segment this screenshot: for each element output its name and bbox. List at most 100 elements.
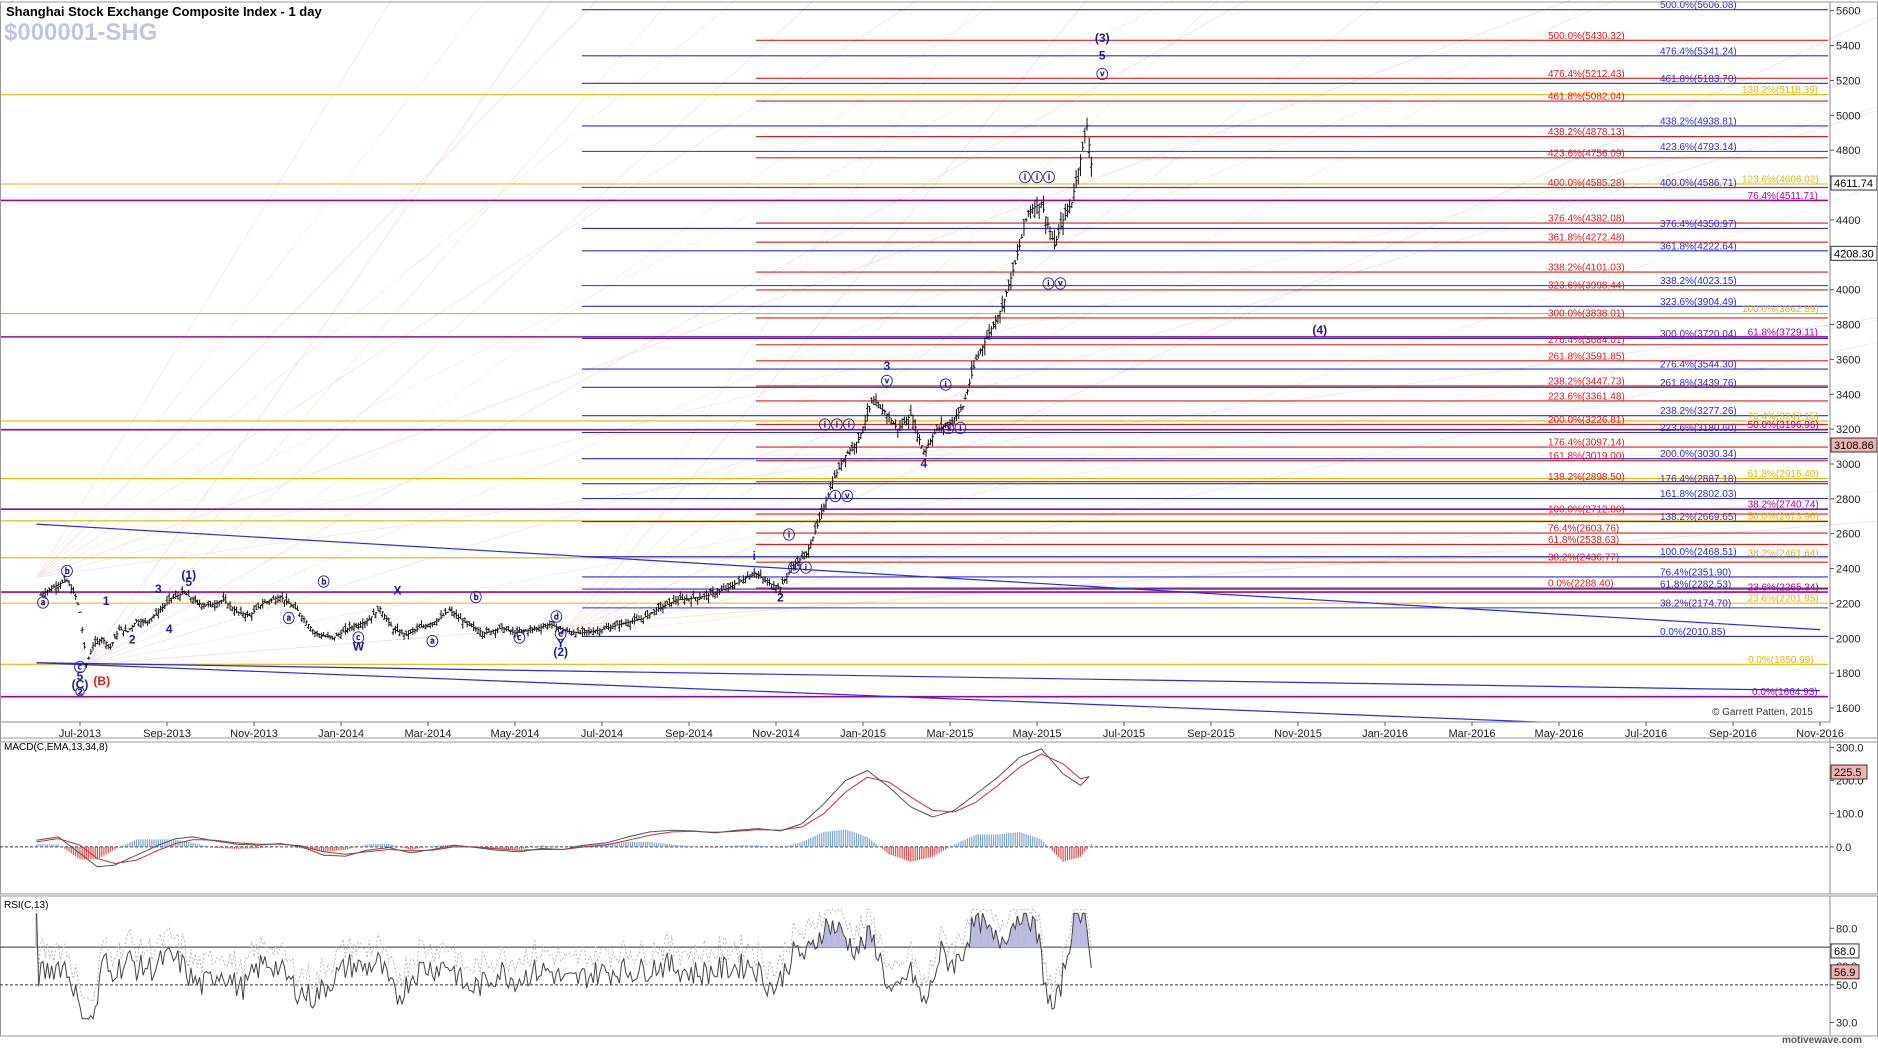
fib-level-label: 476.4%(5341.24) — [1660, 46, 1737, 57]
price-tick-label: 3000 — [1836, 459, 1860, 471]
fib-level-label: 161.8%(2802.03) — [1660, 489, 1737, 500]
wave-label: 4 — [166, 622, 173, 636]
fib-level-label: 476.4%(5212.43) — [1548, 69, 1625, 80]
wave-label: ⓘ — [783, 527, 795, 542]
wave-label: ⓥ — [881, 374, 893, 389]
fib-level-label: 138.2%(5118.39) — [1742, 85, 1818, 96]
wave-label: (2) — [553, 645, 568, 659]
wave-label: 5 — [1099, 49, 1106, 63]
chart-symbol-watermark: $000001-SHG — [4, 19, 157, 46]
wave-label: ⓘⓘⓘ — [819, 417, 855, 432]
fib-level-label: 61.8%(2916.40) — [1748, 469, 1819, 480]
fib-level-label: 361.8%(4272.48) — [1548, 233, 1625, 244]
wave-label: i — [753, 549, 756, 563]
wave-label: ⓑ — [61, 564, 73, 579]
fib-level-label: 438.2%(4878.13) — [1548, 127, 1625, 138]
current-price-value: 4611.74 — [1834, 178, 1873, 190]
fib-level-label: 0.0%(1664.93) — [1752, 687, 1818, 698]
fib-level-label: 176.4%(2887.18) — [1660, 474, 1737, 485]
price-tick-label: 5000 — [1836, 110, 1860, 122]
wave-label: ⓓ — [550, 609, 562, 624]
fib-level-label: 300.0%(3838.01) — [1548, 308, 1625, 319]
fib-level-label: 61.8%(2538.63) — [1548, 535, 1619, 546]
macd-title: MACD(C,EMA,13,34,8) — [4, 742, 108, 753]
fib-level-label: 76.4%(2351.90) — [1660, 567, 1731, 578]
fib-level-label: 238.2%(3277.26) — [1660, 406, 1737, 417]
fib-level-label: 161.8%(3019.00) — [1548, 451, 1625, 462]
price-tick-label: 4400 — [1836, 215, 1860, 227]
wave-label: ⓘⓘ — [942, 421, 966, 436]
wave-label: 4 — [921, 456, 928, 470]
fib-level-label: 200.0%(3226.81) — [1548, 415, 1625, 426]
fib-level-label: 276.4%(3544.30) — [1660, 360, 1737, 371]
fib-level-label: 223.6%(3361.48) — [1548, 391, 1625, 402]
wave-label: W — [353, 640, 365, 654]
rsi-tick-label: 30.0 — [1836, 1017, 1857, 1029]
fib-level-label: 76.4%(2603.76) — [1548, 524, 1619, 535]
fib-level-label: 138.2%(2898.50) — [1548, 472, 1625, 483]
wave-label: ⓐ — [426, 633, 438, 648]
fib-level-label: 461.8%(5183.70) — [1660, 74, 1737, 85]
fib-level-label: 200.0%(3030.34) — [1660, 449, 1737, 460]
price-panel: 500.0%(5606.08)500.0%(5430.32)476.4%(534… — [0, 0, 1878, 742]
fib-level-label: 100.0%(2712.80) — [1548, 505, 1625, 516]
wave-label: 3 — [884, 359, 891, 373]
fib-level-label: 276.4%(3684.01) — [1548, 335, 1625, 346]
fib-level-label: 23.6%(2265.34) — [1748, 583, 1819, 594]
chart-title: Shanghai Stock Exchange Composite Index … — [6, 4, 322, 19]
fib-level-label: 261.8%(3439.76) — [1660, 378, 1737, 389]
wave-label: 1 — [103, 594, 110, 608]
copyright-text: © Garrett Patten, 2015 — [1712, 707, 1813, 718]
fib-level-label: 0.0%(1850.99) — [1748, 655, 1814, 666]
wave-label: ⓘⓥ — [1042, 276, 1066, 291]
fib-level-label: 123.6%(4606.02) — [1742, 175, 1819, 186]
macd-tick-label: 100.0 — [1836, 809, 1864, 821]
price-tick-label: 5200 — [1836, 75, 1860, 87]
wave-label: ⓥ — [1096, 67, 1108, 82]
price-tick-label: 1600 — [1836, 703, 1860, 715]
fib-level-label: 0.0%(2288.40) — [1548, 579, 1614, 590]
wave-label: 2 — [777, 591, 784, 605]
rsi-current-value: 56.9 — [1834, 967, 1855, 979]
fib-level-label: 38.2%(2461.64) — [1748, 548, 1819, 559]
price-tick-label: 4800 — [1836, 145, 1860, 157]
fib-level-label: 223.6%(3180.60) — [1660, 423, 1737, 434]
fib-level-label: 0.0%(2010.85) — [1660, 627, 1726, 638]
wave-label: ⓘⓘ — [788, 560, 812, 575]
wave-label: ⓐ — [283, 611, 295, 626]
fib-level-label: 238.2%(3447.73) — [1548, 376, 1625, 387]
macd-current-value: 225.5 — [1834, 767, 1862, 779]
rsi-title: RSI(C,13) — [4, 900, 48, 911]
wave-label: ② — [75, 685, 86, 699]
wave-label: ⓐ — [37, 595, 49, 610]
wave-label: ⓘⓘⓘ — [1019, 170, 1055, 185]
fib-level-label: 50.0%(3196.96) — [1748, 420, 1819, 431]
rsi-current-value: 68.0 — [1834, 946, 1855, 958]
fib-level-label: 423.6%(4793.14) — [1660, 142, 1737, 153]
price-tick-label: 4000 — [1836, 285, 1860, 297]
price-tick-label: 3200 — [1836, 424, 1860, 436]
fib-level-label: 61.8%(2282.53) — [1660, 580, 1731, 591]
wave-label: ⓘⓥ — [829, 489, 853, 504]
fib-level-label: 100.0%(2468.51) — [1660, 547, 1737, 558]
fib-level-label: 400.0%(4585.28) — [1548, 178, 1625, 189]
fib-level-label: 338.2%(4101.03) — [1548, 263, 1625, 274]
price-tick-label: 2600 — [1836, 529, 1860, 541]
wave-label: 3 — [155, 582, 162, 596]
fib-level-label: 23.6%(2201.95) — [1748, 594, 1819, 605]
price-tick-label: 1800 — [1836, 668, 1860, 680]
wave-label: (3) — [1095, 31, 1110, 45]
fib-level-label: 300.0%(3720.04) — [1660, 329, 1737, 340]
fib-level-label: 338.2%(4023.15) — [1660, 276, 1737, 287]
fib-level-label: 61.8%(3729.11) — [1748, 327, 1818, 338]
price-tick-label: 5600 — [1836, 6, 1860, 18]
price-tick-label: 2400 — [1836, 564, 1860, 576]
wave-label: (B) — [93, 674, 110, 688]
wave-label: (4) — [1312, 323, 1327, 337]
fib-level-label: 50.0%(2673.90) — [1748, 511, 1819, 522]
macd-tick-label: 300.0 — [1836, 742, 1864, 754]
wave-label: ⓑ — [470, 590, 482, 605]
fib-level-label: 361.8%(4222.64) — [1660, 241, 1737, 252]
